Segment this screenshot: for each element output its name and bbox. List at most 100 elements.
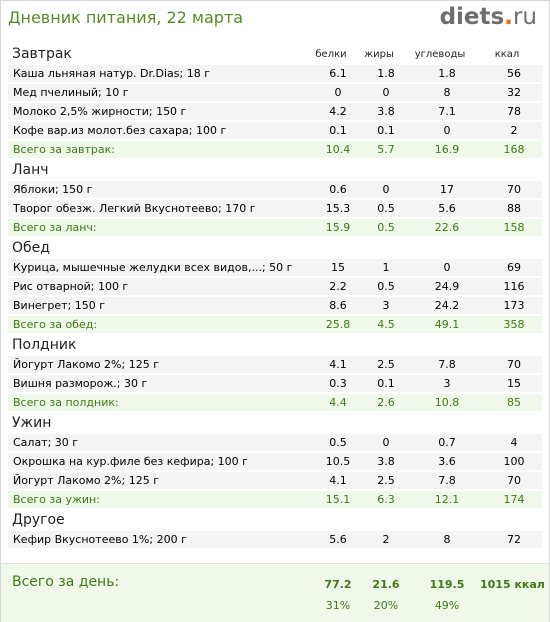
diary-content: Завтрак белки жиры углеводы ккал Каша льняная…: [1, 44, 549, 550]
food-row[interactable]: Окрошка на кур.филе без кефира; 100 г 10.…: [8, 453, 542, 470]
meal-section: Обед Курица, мышечные желудки всех видов,…: [1, 238, 549, 333]
food-row[interactable]: Мед пчелиный; 10 г 0 0 8 32: [8, 84, 542, 101]
meal-header: Обед: [1, 238, 549, 259]
meal-header: Полдник: [1, 335, 549, 356]
food-name: Йогурт Лакомо 2%; 125 г: [13, 358, 159, 371]
food-carbs: 24.9: [434, 280, 460, 293]
food-protein: 5.6: [329, 533, 347, 546]
food-name: Салат; 30 г: [13, 436, 79, 449]
food-name: Творог обезж. Легкий Вкуснотеево; 170 г: [13, 202, 256, 215]
food-row[interactable]: Рис отварной; 100 г 2.2 0.5 24.9 116: [8, 278, 542, 295]
food-fat: 0.5: [377, 280, 395, 293]
meal-total-carbs: 22.6: [434, 221, 460, 234]
page-title: Дневник питания, 22 марта: [8, 8, 244, 27]
logo-tld: ru: [512, 4, 537, 30]
food-row[interactable]: Курица, мышечные желудки всех видов,...;…: [8, 259, 542, 276]
food-fat: 2.5: [377, 474, 395, 487]
meal-total-label: Всего за ланч:: [13, 221, 97, 234]
food-fat: 0.5: [377, 202, 395, 215]
meal-header: Ланч: [1, 160, 549, 181]
food-row[interactable]: Йогурт Лакомо 2%; 125 г 4.1 2.5 7.8 70: [8, 472, 542, 489]
food-name: Рис отварной; 100 г: [13, 280, 129, 293]
food-name: Яблоки; 150 г: [13, 183, 93, 196]
food-protein: 0.5: [329, 436, 347, 449]
meal-total-carbs: 49.1: [434, 318, 460, 331]
food-name: Окрошка на кур.филе без кефира; 100 г: [13, 455, 248, 468]
food-fat: 0.1: [377, 124, 395, 137]
food-row[interactable]: Винегрет; 150 г 8.6 3 24.2 173: [8, 297, 542, 314]
food-protein: 10.5: [325, 455, 351, 468]
food-carbs: 5.6: [438, 202, 456, 215]
food-carbs: 0.7: [438, 436, 456, 449]
meal-total-kcal: 168: [503, 143, 525, 156]
food-kcal: 72: [507, 533, 521, 546]
food-kcal: 15: [507, 377, 521, 390]
day-total: Всего за день: 77.2 21.6 119.5 1015 ккал…: [1, 563, 549, 622]
meal-title: Ужин: [12, 415, 52, 431]
food-row[interactable]: Кофе вар.из молот.без сахара; 100 г 0.1 0.…: [8, 122, 542, 139]
food-name: Курица, мышечные желудки всех видов,...;…: [13, 261, 293, 274]
meal-total-row: Всего за ланч: 15.9 0.5 22.6 158: [8, 219, 542, 236]
meal-total-fat: 2.6: [377, 396, 395, 409]
food-protein: 15: [331, 261, 345, 274]
meal-total-fat: 6.3: [377, 493, 395, 506]
food-name: Молоко 2,5% жирности; 150 г: [13, 105, 187, 118]
day-fat-percent: 20%: [373, 599, 399, 612]
food-fat: 3.8: [377, 455, 395, 468]
column-fat: жиры: [364, 49, 394, 60]
food-protein: 0.3: [329, 377, 347, 390]
food-row[interactable]: Кефир Вкуснотеево 1%; 200 г 5.6 2 8 72: [8, 531, 542, 548]
food-fat: 0.1: [377, 377, 395, 390]
meal-total-row: Всего за завтрак: 10.4 5.7 16.9 168: [8, 141, 542, 158]
food-carbs: 17: [440, 183, 454, 196]
food-fat: 3.8: [377, 105, 395, 118]
food-carbs: 7.8: [438, 474, 456, 487]
day-total-label: Всего за день:: [12, 574, 120, 590]
food-row[interactable]: Творог обезж. Легкий Вкуснотеево; 170 г 1…: [8, 200, 542, 217]
food-row[interactable]: Каша льняная натур. Dr.Dias; 18 г 6.1 1.8 1…: [8, 65, 542, 82]
food-protein: 0.6: [329, 183, 347, 196]
food-carbs: 24.2: [434, 299, 460, 312]
food-carbs: 8: [443, 86, 451, 99]
meal-total-fat: 0.5: [377, 221, 395, 234]
food-row[interactable]: Яблоки; 150 г 0.6 0 17 70: [8, 181, 542, 198]
meal-header: Завтрак белки жиры углеводы ккал: [1, 44, 549, 65]
meal-total-label: Всего за обед:: [13, 318, 98, 331]
meal-total-kcal: 158: [503, 221, 525, 234]
meal-total-carbs: 16.9: [434, 143, 460, 156]
food-kcal: 70: [507, 474, 521, 487]
food-name: Винегрет; 150 г: [13, 299, 106, 312]
food-fat: 2.5: [377, 358, 395, 371]
food-protein: 8.6: [329, 299, 347, 312]
food-fat: 3: [382, 299, 390, 312]
meal-section: Завтрак белки жиры углеводы ккал Каша льняная…: [1, 44, 549, 158]
food-protein: 4.1: [329, 474, 347, 487]
food-kcal: 4: [510, 436, 518, 449]
meal-total-row: Всего за ужин: 15.1 6.3 12.1 174: [8, 491, 542, 508]
food-fat: 2: [382, 533, 390, 546]
food-row[interactable]: Салат; 30 г 0.5 0 0.7 4: [8, 434, 542, 451]
meal-total-kcal: 85: [507, 396, 521, 409]
food-carbs: 1.8: [438, 67, 456, 80]
food-carbs: 0: [443, 124, 451, 137]
food-carbs: 3.6: [438, 455, 456, 468]
logo-dot: .: [504, 4, 513, 30]
meal-title: Обед: [12, 240, 50, 256]
food-name: Вишня разморож.; 30 г: [13, 377, 148, 390]
column-protein: белки: [315, 49, 347, 60]
header: Дневник питания, 22 марта diets.ru: [1, 1, 549, 37]
food-protein: 4.2: [329, 105, 347, 118]
food-name: Кефир Вкуснотеево 1%; 200 г: [13, 533, 187, 546]
food-row[interactable]: Вишня разморож.; 30 г 0.3 0.1 3 15: [8, 375, 542, 392]
food-kcal: 173: [503, 299, 525, 312]
meal-total-protein: 25.8: [325, 318, 351, 331]
meal-title: Другое: [12, 512, 65, 528]
diets-logo[interactable]: diets.ru: [440, 4, 537, 30]
food-row[interactable]: Йогурт Лакомо 2%; 125 г 4.1 2.5 7.8 70: [8, 356, 542, 373]
food-protein: 0: [334, 86, 342, 99]
meal-total-kcal: 358: [503, 318, 525, 331]
food-row[interactable]: Молоко 2,5% жирности; 150 г 4.2 3.8 7.1 78: [8, 103, 542, 120]
meal-total-fat: 4.5: [377, 318, 395, 331]
food-fat: 1: [382, 261, 390, 274]
